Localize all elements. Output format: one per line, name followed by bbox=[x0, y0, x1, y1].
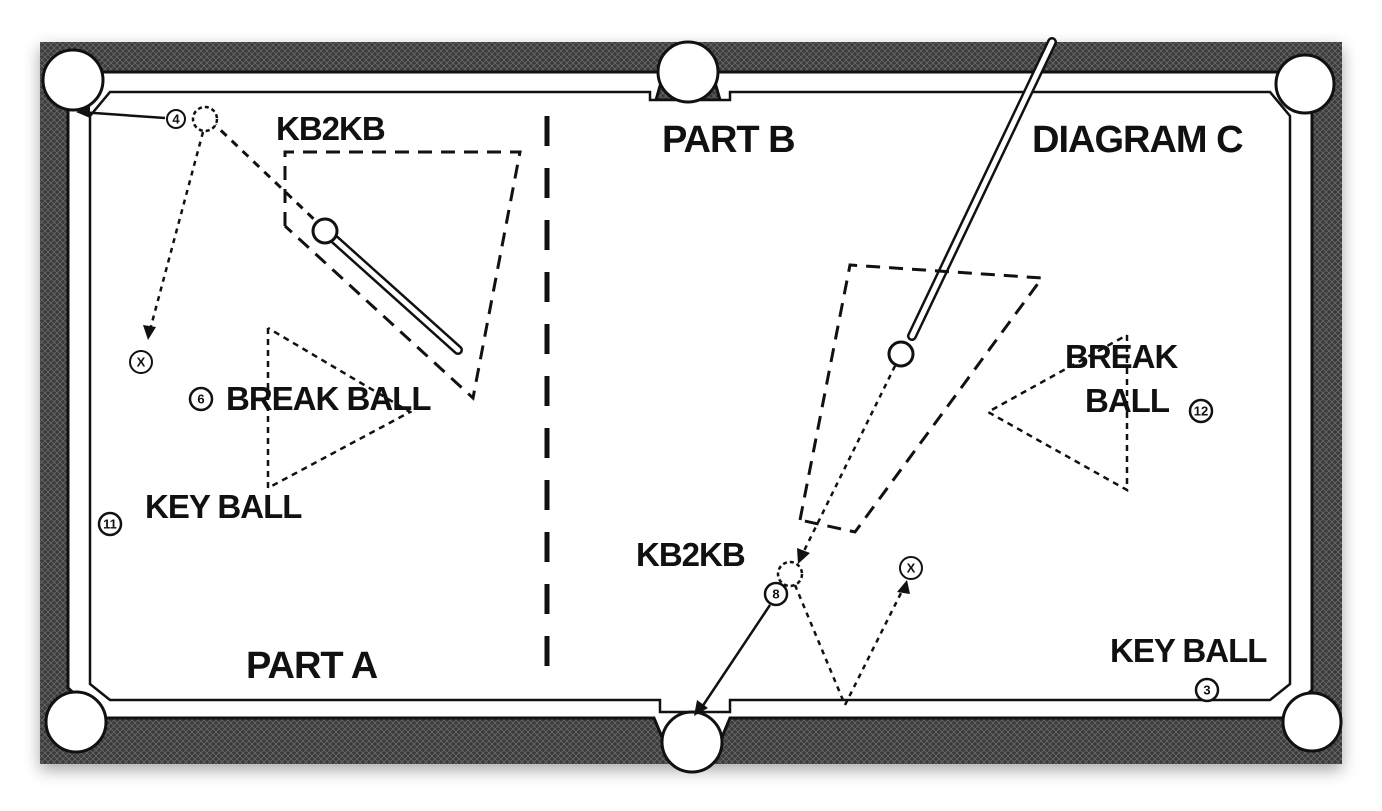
ball-3 bbox=[1194, 677, 1220, 703]
pocket-top-left bbox=[41, 48, 105, 112]
ball-12-number: 12 bbox=[1194, 404, 1208, 419]
shot-line-b bbox=[698, 604, 772, 711]
ghost-ball-b bbox=[776, 560, 804, 588]
ball-11-number: 11 bbox=[103, 517, 117, 532]
cue-path-window-a bbox=[283, 150, 522, 401]
part-a-label: PART A bbox=[246, 645, 378, 687]
break-label-b-line2: BALL bbox=[1085, 382, 1170, 419]
cue-ball-b bbox=[887, 340, 915, 368]
ball-11 bbox=[97, 511, 123, 537]
break-zone-b bbox=[985, 333, 1129, 493]
key-ball-label-b: KEY BALL bbox=[1110, 632, 1267, 669]
ball-8-number: 8 bbox=[772, 587, 779, 602]
diagram-title: DIAGRAM C bbox=[1032, 119, 1243, 161]
target-x-b-mark: X bbox=[907, 561, 916, 576]
pocket-bottom-center bbox=[660, 710, 724, 774]
target-x-a-mark: X bbox=[137, 355, 146, 370]
ball-6 bbox=[188, 386, 214, 412]
shot-line-a bbox=[79, 110, 166, 120]
ghost-ball-a bbox=[191, 105, 219, 133]
break-zone-a bbox=[266, 326, 413, 491]
part-b: 8 X 12 3 PART B DIAGRAM C BREAK BALL KB2… bbox=[636, 37, 1268, 716]
kb2kb-label-b: KB2KB bbox=[636, 536, 745, 573]
ball-3-number: 3 bbox=[1203, 683, 1210, 698]
pocket-top-right bbox=[1274, 53, 1336, 115]
ball-4 bbox=[166, 109, 186, 129]
ball-8 bbox=[763, 581, 789, 607]
ball-12 bbox=[1188, 398, 1214, 424]
part-a: 4 X 6 11 KB2KB BREAK BALL KEY BALL PART … bbox=[76, 105, 522, 687]
pocket-top-center bbox=[656, 40, 720, 104]
pocket-bottom-right bbox=[1281, 691, 1343, 753]
pockets bbox=[41, 40, 1343, 774]
ball-6-number: 6 bbox=[197, 392, 204, 407]
ball-4-number: 4 bbox=[172, 112, 180, 127]
cue-ball-a bbox=[311, 217, 339, 245]
target-x-b bbox=[899, 556, 923, 580]
cue-path-window-b bbox=[798, 263, 1045, 534]
kb2kb-label-a: KB2KB bbox=[276, 110, 385, 147]
pocket-bottom-left bbox=[44, 690, 108, 754]
part-b-label: PART B bbox=[662, 119, 795, 161]
break-label-b-line1: BREAK bbox=[1065, 338, 1179, 375]
key-ball-label-a: KEY BALL bbox=[145, 488, 302, 525]
target-x-a bbox=[129, 350, 153, 374]
break-ball-label-a: BREAK BALL bbox=[226, 380, 431, 417]
